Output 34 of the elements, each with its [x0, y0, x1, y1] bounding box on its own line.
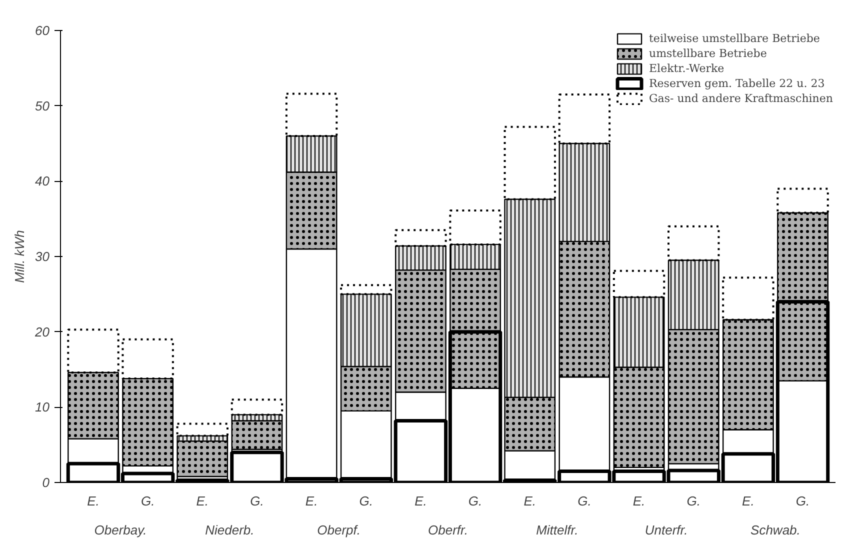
- x-tick-label: E.: [524, 494, 536, 508]
- x-tick-label: G.: [686, 494, 700, 508]
- y-tick-label: 20: [34, 324, 50, 340]
- x-tick-label: E.: [305, 494, 318, 508]
- legend-label: teilweise umstellbare Betriebe: [649, 32, 820, 45]
- text: Oberpf.: [317, 522, 361, 538]
- text: Unterfr.: [644, 522, 688, 538]
- y-tick-label: 30: [35, 249, 50, 264]
- x-tick-label: G.: [140, 494, 155, 508]
- legend-label: umstellbare Betriebe: [649, 47, 767, 60]
- x-tick-label: E.: [414, 494, 427, 508]
- x-tick-label: E.: [87, 494, 100, 508]
- y-axis-title: Mill. kWh: [12, 230, 28, 283]
- text: Oberbay.: [94, 522, 147, 538]
- y-tick-label: 50: [35, 98, 50, 114]
- text: Mittelfr.: [536, 522, 578, 538]
- y-tick-label: 60: [35, 23, 50, 38]
- y-tick-label: 40: [35, 174, 50, 189]
- text: Oberfr.: [428, 522, 468, 538]
- x-tick-label: G.: [359, 494, 374, 508]
- legend-label: Reserven gem. Tabelle 22 u. 23: [649, 77, 825, 90]
- legend-label: Elektr.-Werke: [649, 62, 724, 75]
- x-tick-label: G.: [250, 494, 264, 508]
- y-tick-label: 0: [42, 475, 50, 490]
- x-tick-label: G.: [578, 494, 592, 508]
- x-tick-label: E.: [196, 494, 209, 508]
- x-tick-label: G.: [468, 494, 482, 508]
- legend-label: Gas- und andere Kraftmaschinen: [649, 92, 833, 105]
- x-tick-label: E.: [742, 494, 754, 508]
- text: Schwab.: [750, 522, 800, 538]
- y-tick-label: 10: [35, 400, 50, 415]
- x-tick-label: G.: [796, 494, 810, 508]
- text: Niederb.: [205, 522, 254, 538]
- x-tick-label: E.: [632, 494, 646, 508]
